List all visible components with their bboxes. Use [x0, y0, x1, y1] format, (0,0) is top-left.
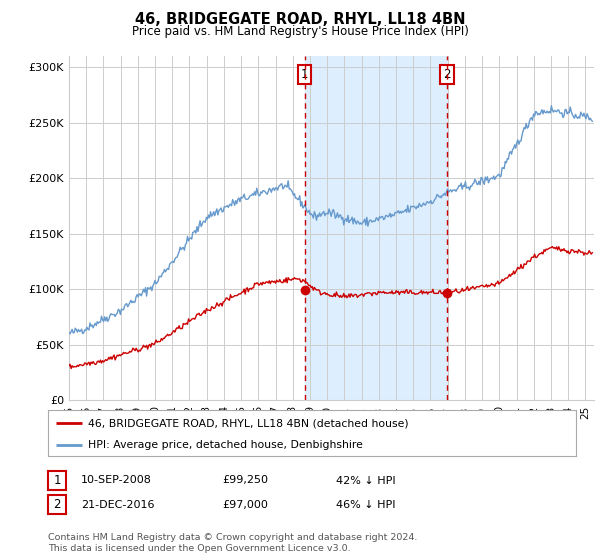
Text: 46, BRIDGEGATE ROAD, RHYL, LL18 4BN: 46, BRIDGEGATE ROAD, RHYL, LL18 4BN [135, 12, 465, 27]
Text: HPI: Average price, detached house, Denbighshire: HPI: Average price, detached house, Denb… [88, 440, 362, 450]
Text: 46% ↓ HPI: 46% ↓ HPI [336, 500, 395, 510]
Text: 10-SEP-2008: 10-SEP-2008 [81, 475, 152, 486]
Text: £97,000: £97,000 [222, 500, 268, 510]
Text: 1: 1 [53, 474, 61, 487]
Text: Price paid vs. HM Land Registry's House Price Index (HPI): Price paid vs. HM Land Registry's House … [131, 25, 469, 38]
Text: 1: 1 [301, 68, 308, 81]
Text: 46, BRIDGEGATE ROAD, RHYL, LL18 4BN (detached house): 46, BRIDGEGATE ROAD, RHYL, LL18 4BN (det… [88, 418, 408, 428]
Text: 2: 2 [53, 498, 61, 511]
Text: 2: 2 [443, 68, 451, 81]
Bar [305, 56, 447, 400]
Text: Contains HM Land Registry data © Crown copyright and database right 2024.
This d: Contains HM Land Registry data © Crown c… [48, 533, 418, 553]
Text: 21-DEC-2016: 21-DEC-2016 [81, 500, 155, 510]
Text: £99,250: £99,250 [222, 475, 268, 486]
Text: 42% ↓ HPI: 42% ↓ HPI [336, 475, 395, 486]
